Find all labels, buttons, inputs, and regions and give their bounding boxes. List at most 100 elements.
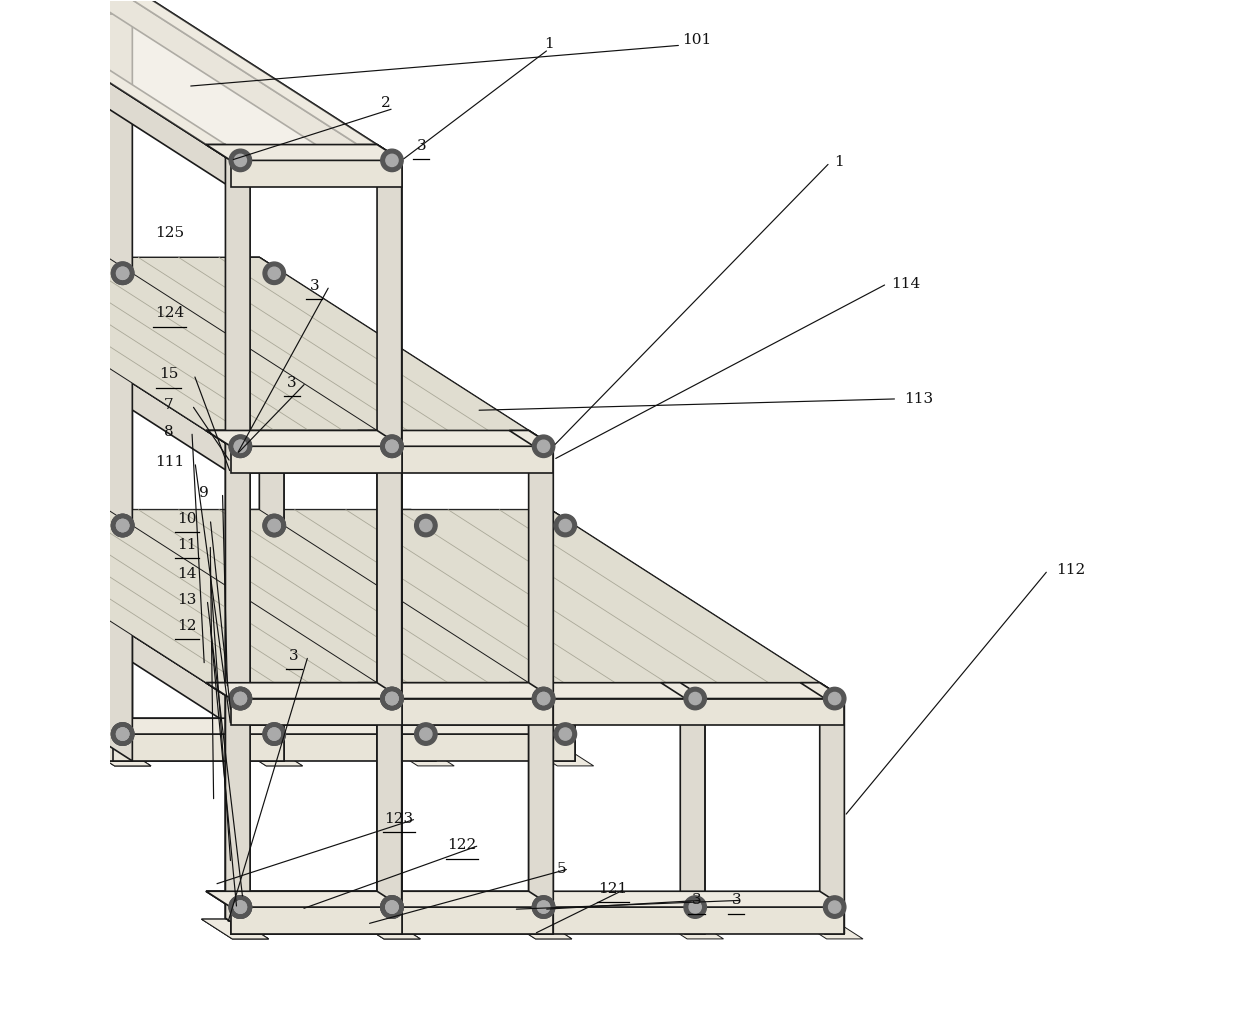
Polygon shape [353,919,420,939]
Text: 123: 123 [384,811,413,826]
Polygon shape [510,430,553,447]
Polygon shape [206,683,553,698]
Circle shape [386,901,398,914]
Polygon shape [0,510,844,698]
Circle shape [537,901,549,914]
Polygon shape [264,525,284,761]
Circle shape [112,723,134,745]
Polygon shape [0,510,402,698]
Circle shape [823,688,846,709]
Circle shape [234,901,247,914]
Circle shape [268,519,280,531]
Polygon shape [231,160,402,187]
Polygon shape [84,746,151,765]
Polygon shape [206,683,250,698]
Polygon shape [108,0,133,761]
Polygon shape [84,746,151,765]
Polygon shape [0,510,250,698]
Circle shape [381,688,403,709]
Polygon shape [0,525,575,553]
Polygon shape [259,258,284,761]
Circle shape [386,693,398,704]
Polygon shape [417,525,435,761]
Circle shape [112,723,134,745]
Circle shape [268,728,280,740]
Circle shape [537,901,549,914]
Circle shape [234,693,247,704]
Circle shape [112,514,134,537]
Circle shape [420,728,432,740]
Circle shape [234,693,247,704]
Text: 3: 3 [310,279,319,292]
Circle shape [229,896,252,919]
Circle shape [263,723,285,745]
Polygon shape [357,430,402,447]
Circle shape [554,723,577,745]
Polygon shape [88,258,402,447]
Text: 122: 122 [448,838,476,852]
Circle shape [532,896,554,919]
Polygon shape [392,510,686,726]
Circle shape [234,901,247,914]
Text: 10: 10 [177,512,197,526]
Polygon shape [0,0,250,160]
Polygon shape [387,746,454,765]
Polygon shape [528,430,553,934]
Polygon shape [206,430,553,447]
Polygon shape [357,683,402,698]
Polygon shape [531,510,825,726]
Polygon shape [206,891,844,908]
Polygon shape [0,734,575,761]
Circle shape [229,435,252,458]
Circle shape [234,693,247,704]
Circle shape [234,440,247,453]
Polygon shape [239,258,534,473]
Polygon shape [0,0,231,187]
Polygon shape [0,273,284,300]
Polygon shape [264,273,284,761]
Circle shape [112,514,134,537]
Text: 3: 3 [732,893,742,908]
Text: 3: 3 [417,139,427,153]
Text: 3: 3 [286,375,296,389]
Polygon shape [231,698,553,726]
Circle shape [117,728,129,740]
Polygon shape [0,0,133,14]
Circle shape [117,519,129,531]
Circle shape [229,149,252,172]
Text: 9: 9 [200,485,210,500]
Text: 3: 3 [289,649,299,662]
Circle shape [381,688,403,709]
Circle shape [386,901,398,914]
Circle shape [117,267,129,279]
Polygon shape [353,919,420,939]
Polygon shape [108,258,133,761]
Text: 112: 112 [1056,563,1085,577]
Text: 125: 125 [155,226,184,240]
Polygon shape [206,891,402,908]
Polygon shape [231,160,250,934]
Circle shape [532,688,554,709]
Circle shape [823,896,846,919]
Polygon shape [202,919,269,939]
Polygon shape [236,746,303,765]
Polygon shape [206,144,250,160]
Text: 3: 3 [692,893,702,908]
Polygon shape [825,698,844,934]
Circle shape [263,514,285,537]
Polygon shape [528,683,553,934]
Polygon shape [226,144,250,934]
Polygon shape [226,430,250,934]
Polygon shape [113,0,133,761]
Circle shape [117,267,129,279]
Circle shape [537,440,549,453]
Polygon shape [239,258,284,273]
Circle shape [414,514,436,537]
Text: 101: 101 [682,33,711,47]
Circle shape [381,896,403,919]
Polygon shape [531,510,844,698]
Polygon shape [108,510,133,761]
Polygon shape [239,510,553,698]
Polygon shape [0,510,575,525]
Polygon shape [796,919,863,939]
